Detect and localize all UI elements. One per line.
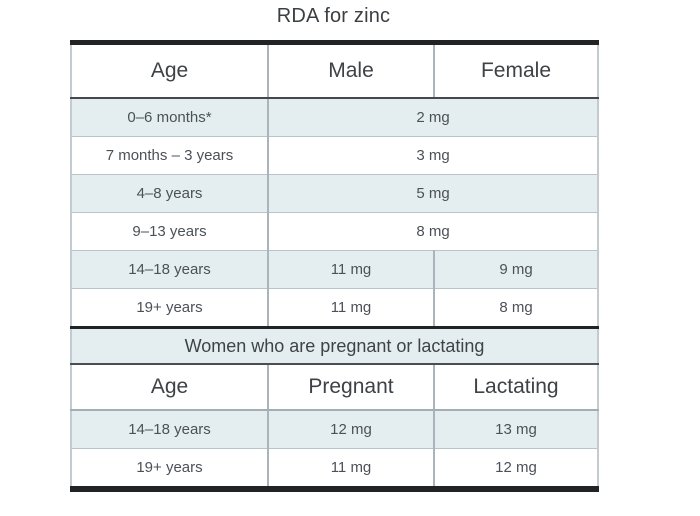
table-row: 19+ years 11 mg 8 mg	[71, 288, 598, 328]
header-pregnant: Pregnant	[267, 364, 434, 411]
table-row: 0–6 months* 2 mg	[71, 98, 598, 137]
value-cell: 5 mg	[267, 174, 598, 213]
age-cell: 7 months – 3 years	[71, 136, 268, 175]
age-cell: 14–18 years	[71, 410, 268, 449]
age-cell: 14–18 years	[71, 250, 268, 289]
lactating-value-cell: 12 mg	[433, 448, 598, 490]
section-header-row: Women who are pregnant or lactating	[71, 326, 598, 365]
table-row: 14–18 years 12 mg 13 mg	[71, 410, 598, 449]
table-header-row: Age Pregnant Lactating	[71, 364, 598, 411]
header-age: Age	[71, 364, 268, 411]
page-title: RDA for zinc	[276, 5, 391, 27]
header-female: Female	[433, 42, 598, 99]
header-male: Male	[267, 42, 434, 99]
rda-table: Age Male Female 0–6 months* 2 mg 7 month…	[70, 40, 599, 492]
table-row: 4–8 years 5 mg	[71, 174, 598, 213]
section-title: Women who are pregnant or lactating	[71, 326, 598, 365]
age-cell: 19+ years	[71, 288, 268, 328]
female-value-cell: 8 mg	[433, 288, 598, 328]
table-row: 7 months – 3 years 3 mg	[71, 136, 598, 175]
male-value-cell: 11 mg	[267, 250, 434, 289]
table-row: 9–13 years 8 mg	[71, 212, 598, 251]
age-cell: 19+ years	[71, 448, 268, 490]
table-row: 14–18 years 11 mg 9 mg	[71, 250, 598, 289]
rda-zinc-figure: RDA for zinc Age Male Female 0–6 months*…	[70, 0, 599, 492]
value-cell: 8 mg	[267, 212, 598, 251]
header-age: Age	[71, 42, 268, 99]
value-cell: 2 mg	[267, 98, 598, 137]
header-lactating: Lactating	[433, 364, 598, 411]
age-cell: 9–13 years	[71, 212, 268, 251]
table-header-row: Age Male Female	[71, 42, 598, 99]
male-value-cell: 11 mg	[267, 288, 434, 328]
pregnant-value-cell: 11 mg	[267, 448, 434, 490]
age-cell: 4–8 years	[71, 174, 268, 213]
lactating-value-cell: 13 mg	[433, 410, 598, 449]
table-row: 19+ years 11 mg 12 mg	[71, 448, 598, 490]
female-value-cell: 9 mg	[433, 250, 598, 289]
pregnant-value-cell: 12 mg	[267, 410, 434, 449]
value-cell: 3 mg	[267, 136, 598, 175]
age-cell: 0–6 months*	[71, 98, 268, 137]
